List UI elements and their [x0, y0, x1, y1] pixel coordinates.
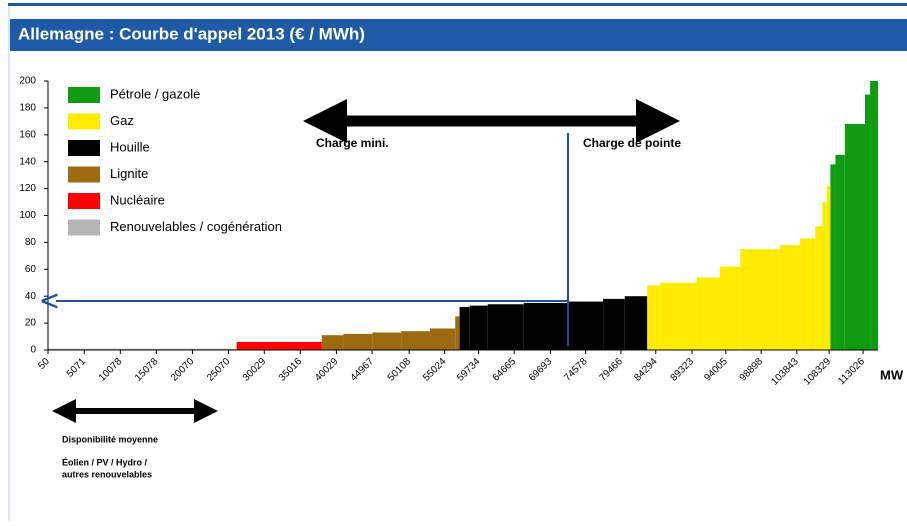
x-tick-label: 44967: [349, 356, 377, 384]
x-tick-label: 25070: [205, 356, 233, 384]
y-tick-label: 80: [25, 237, 37, 248]
x-tick-label: 113026: [836, 356, 867, 387]
step: [865, 94, 871, 350]
step: [696, 277, 721, 350]
top-rule: [8, 3, 907, 6]
x-tick-label: 10078: [97, 356, 125, 384]
x-tick-label: 30029: [241, 356, 269, 384]
annotation: Éolien / PV / Hydro /: [62, 457, 148, 467]
y-tick-label: 60: [25, 264, 37, 275]
step: [822, 202, 827, 350]
x-tick-label: 69693: [527, 356, 555, 384]
step: [455, 316, 460, 350]
step: [624, 296, 648, 350]
annotation: autres renouvelables: [62, 469, 152, 479]
step: [48, 348, 237, 350]
x-tick-label: 50108: [386, 356, 414, 384]
legend-label: Gaz: [110, 113, 134, 128]
x-tick-label: 50: [36, 356, 52, 372]
x-tick-label: 20070: [169, 356, 197, 384]
step: [660, 282, 697, 350]
x-tick-label: 89323: [669, 356, 697, 384]
y-tick-label: 120: [19, 183, 36, 194]
step: [720, 266, 741, 350]
x-tick-label: 40029: [313, 356, 341, 384]
x-tick-label: 98898: [738, 356, 766, 384]
step: [343, 333, 373, 350]
annotation: Disponibilité moyenne: [62, 434, 158, 444]
x-tick-label: 79466: [597, 356, 625, 384]
step: [469, 305, 488, 350]
annotation: Charge de pointe: [583, 136, 681, 150]
step: [372, 332, 402, 350]
step: [800, 238, 816, 350]
title-bar: [10, 19, 907, 51]
step: [844, 124, 866, 350]
step: [815, 226, 823, 350]
x-tick-label: 55024: [421, 356, 449, 384]
step: [740, 249, 780, 350]
left-rule: [8, 6, 10, 521]
step: [401, 331, 430, 350]
x-tick-label: 15078: [133, 356, 161, 384]
step: [779, 245, 801, 350]
x-tick-label: 5071: [65, 356, 89, 380]
chart-title: Allemagne : Courbe d'appel 2013 (€ / MWh…: [18, 24, 365, 43]
y-tick-label: 200: [19, 76, 36, 87]
legend-label: Houille: [110, 139, 150, 154]
legend-label: Renouvelables / cogénération: [110, 219, 282, 234]
x-tick-label: 59734: [455, 356, 483, 384]
x-tick-label: 94005: [702, 356, 730, 384]
step: [835, 154, 845, 350]
legend-swatch: [68, 166, 100, 183]
step: [429, 328, 456, 350]
step: [321, 335, 344, 350]
step: [567, 301, 604, 350]
step: [236, 341, 322, 350]
y-tick-label: 160: [19, 129, 36, 140]
x-tick-label: 74578: [562, 356, 590, 384]
step: [870, 81, 878, 350]
y-tick-label: 100: [19, 210, 36, 221]
y-tick-label: 40: [25, 291, 37, 302]
legend-swatch: [68, 87, 100, 103]
x-tick-label: 84294: [632, 356, 660, 384]
y-tick-label: 140: [19, 156, 36, 167]
step: [647, 285, 661, 350]
legend-label: Pétrole / gazole: [110, 86, 200, 101]
x-tick-label: 103843: [769, 356, 801, 388]
legend-swatch: [68, 219, 100, 236]
x-tick-label: 108329: [802, 356, 834, 388]
legend-label: Nucléaire: [110, 192, 165, 207]
x-tick-label: 35016: [277, 356, 305, 384]
y-tick-label: 180: [19, 103, 36, 114]
step: [459, 306, 470, 350]
annotation: Charge mini.: [316, 136, 389, 150]
step: [603, 298, 625, 350]
legend-swatch: [68, 113, 100, 130]
step: [830, 164, 836, 350]
x-axis-label: MW: [880, 367, 904, 382]
step: [523, 302, 568, 350]
y-tick-label: 20: [25, 318, 37, 329]
step: [826, 185, 831, 350]
legend-label: Lignite: [110, 166, 148, 181]
step: [487, 304, 524, 350]
x-tick-label: 64665: [491, 356, 519, 384]
y-tick-label: 0: [30, 345, 36, 356]
legend-swatch: [68, 140, 100, 156]
legend-swatch: [68, 193, 100, 209]
